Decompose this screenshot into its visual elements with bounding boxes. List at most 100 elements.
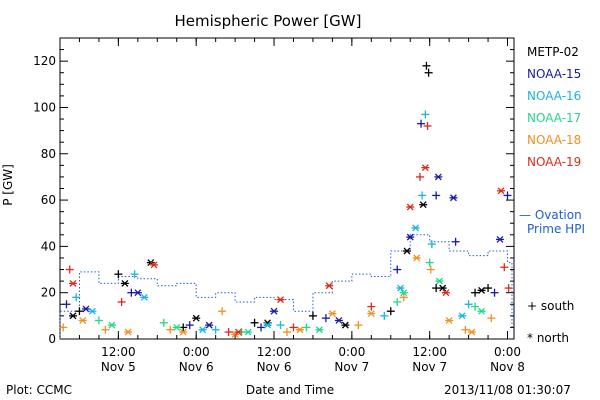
- marker-south: [471, 288, 480, 297]
- marker-stroke: [450, 194, 457, 202]
- marker-south: [130, 270, 139, 279]
- marker-south: [114, 270, 123, 279]
- marker-south: [224, 328, 233, 337]
- marker-north: [477, 307, 486, 315]
- marker-south: [367, 302, 376, 311]
- marker-south: [425, 258, 434, 267]
- ovation-series: [59, 234, 513, 339]
- marker-north: [497, 187, 506, 195]
- marker-north: [68, 312, 77, 320]
- y-tick-label: 100: [33, 100, 56, 114]
- marker-south: [487, 314, 496, 323]
- marker-south: [464, 300, 473, 309]
- marker-stroke: [412, 224, 420, 232]
- marker-stroke: [403, 247, 411, 255]
- marker-north: [198, 326, 207, 334]
- marker-north: [402, 247, 411, 255]
- marker-stroke: [270, 307, 278, 315]
- x-tick-time: 0:00: [338, 345, 365, 359]
- legend-ovation-line2: Prime HPI: [527, 222, 585, 236]
- marker-stroke: [497, 187, 505, 195]
- marker-north: [441, 289, 450, 297]
- marker-south: [211, 325, 220, 334]
- marker-stroke: [434, 173, 442, 181]
- marker-south: [423, 121, 432, 130]
- marker-south: [117, 297, 126, 306]
- marker-stroke: [435, 277, 443, 285]
- y-tick-label: 80: [41, 147, 56, 161]
- marker-north: [406, 233, 415, 241]
- marker-stroke: [325, 282, 333, 290]
- marker-south: [426, 265, 435, 274]
- marker-south: [490, 288, 499, 297]
- marker-stroke: [79, 317, 87, 324]
- marker-north: [263, 321, 272, 329]
- marker-north: [78, 317, 87, 324]
- marker-north: [419, 201, 428, 209]
- marker-north: [412, 254, 421, 262]
- marker-stroke: [421, 164, 429, 172]
- plot-source: Plot: CCMC: [6, 383, 72, 397]
- marker-stroke: [244, 328, 252, 336]
- marker-stroke: [179, 328, 187, 336]
- marker-stroke: [397, 284, 404, 292]
- marker-south: [218, 307, 227, 316]
- x-tick-date: Nov 8: [490, 360, 525, 374]
- y-tick-label: 0: [48, 332, 56, 346]
- x-tick-date: Nov 6: [257, 360, 292, 374]
- marker-south: [427, 240, 436, 249]
- legend-ovation-line1: — Ovation: [519, 208, 582, 222]
- marker-stroke: [341, 321, 349, 329]
- marker-north: [434, 173, 443, 181]
- marker-south: [418, 191, 427, 200]
- legend-south: + south: [527, 299, 574, 313]
- marker-north: [192, 314, 201, 322]
- marker-north: [205, 321, 214, 329]
- marker-north: [276, 296, 285, 304]
- legend-entry: METP-02: [527, 45, 579, 59]
- marker-south: [393, 297, 402, 306]
- marker-north: [495, 235, 504, 243]
- marker-stroke: [205, 321, 213, 329]
- marker-stroke: [468, 328, 476, 336]
- marker-stroke: [173, 323, 181, 331]
- marker-south: [421, 110, 430, 119]
- y-tick-label: 20: [41, 286, 56, 300]
- x-tick-date: Nov 6: [179, 360, 214, 374]
- marker-stroke: [199, 326, 207, 334]
- marker-north: [438, 284, 447, 292]
- marker-south: [415, 172, 424, 181]
- marker-north: [477, 286, 486, 294]
- marker-south: [354, 321, 363, 330]
- marker-north: [88, 307, 97, 315]
- marker-south: [503, 191, 512, 200]
- marker-south: [59, 323, 68, 332]
- x-axis-label: Date and Time: [246, 383, 334, 397]
- marker-south: [308, 311, 317, 320]
- marker-south: [500, 263, 509, 272]
- y-axis: 0 20 40 60 80 100 120: [33, 49, 514, 346]
- plot-timestamp: 2013/11/08 01:30:07: [444, 383, 571, 397]
- chart-title: Hemispheric Power [GW]: [175, 12, 362, 30]
- legend-entry: NOAA-17: [527, 111, 581, 125]
- legend-entry: NOAA-16: [527, 89, 581, 103]
- marker-south: [484, 284, 493, 293]
- marker-south: [166, 325, 175, 334]
- marker-stroke: [419, 201, 427, 209]
- marker-south: [504, 284, 513, 293]
- marker-north: [328, 310, 337, 317]
- y-tick-label: 60: [41, 193, 56, 207]
- marker-stroke: [124, 328, 132, 336]
- marker-north: [120, 279, 129, 287]
- marker-stroke: [406, 203, 414, 211]
- marker-stroke: [400, 289, 408, 297]
- marker-north: [150, 261, 159, 269]
- marker-south: [321, 314, 330, 323]
- marker-south: [72, 293, 81, 302]
- marker-south: [65, 265, 74, 274]
- marker-stroke: [121, 279, 129, 287]
- marker-stroke: [134, 289, 142, 297]
- y-tick-label: 40: [41, 239, 56, 253]
- marker-north: [399, 289, 408, 297]
